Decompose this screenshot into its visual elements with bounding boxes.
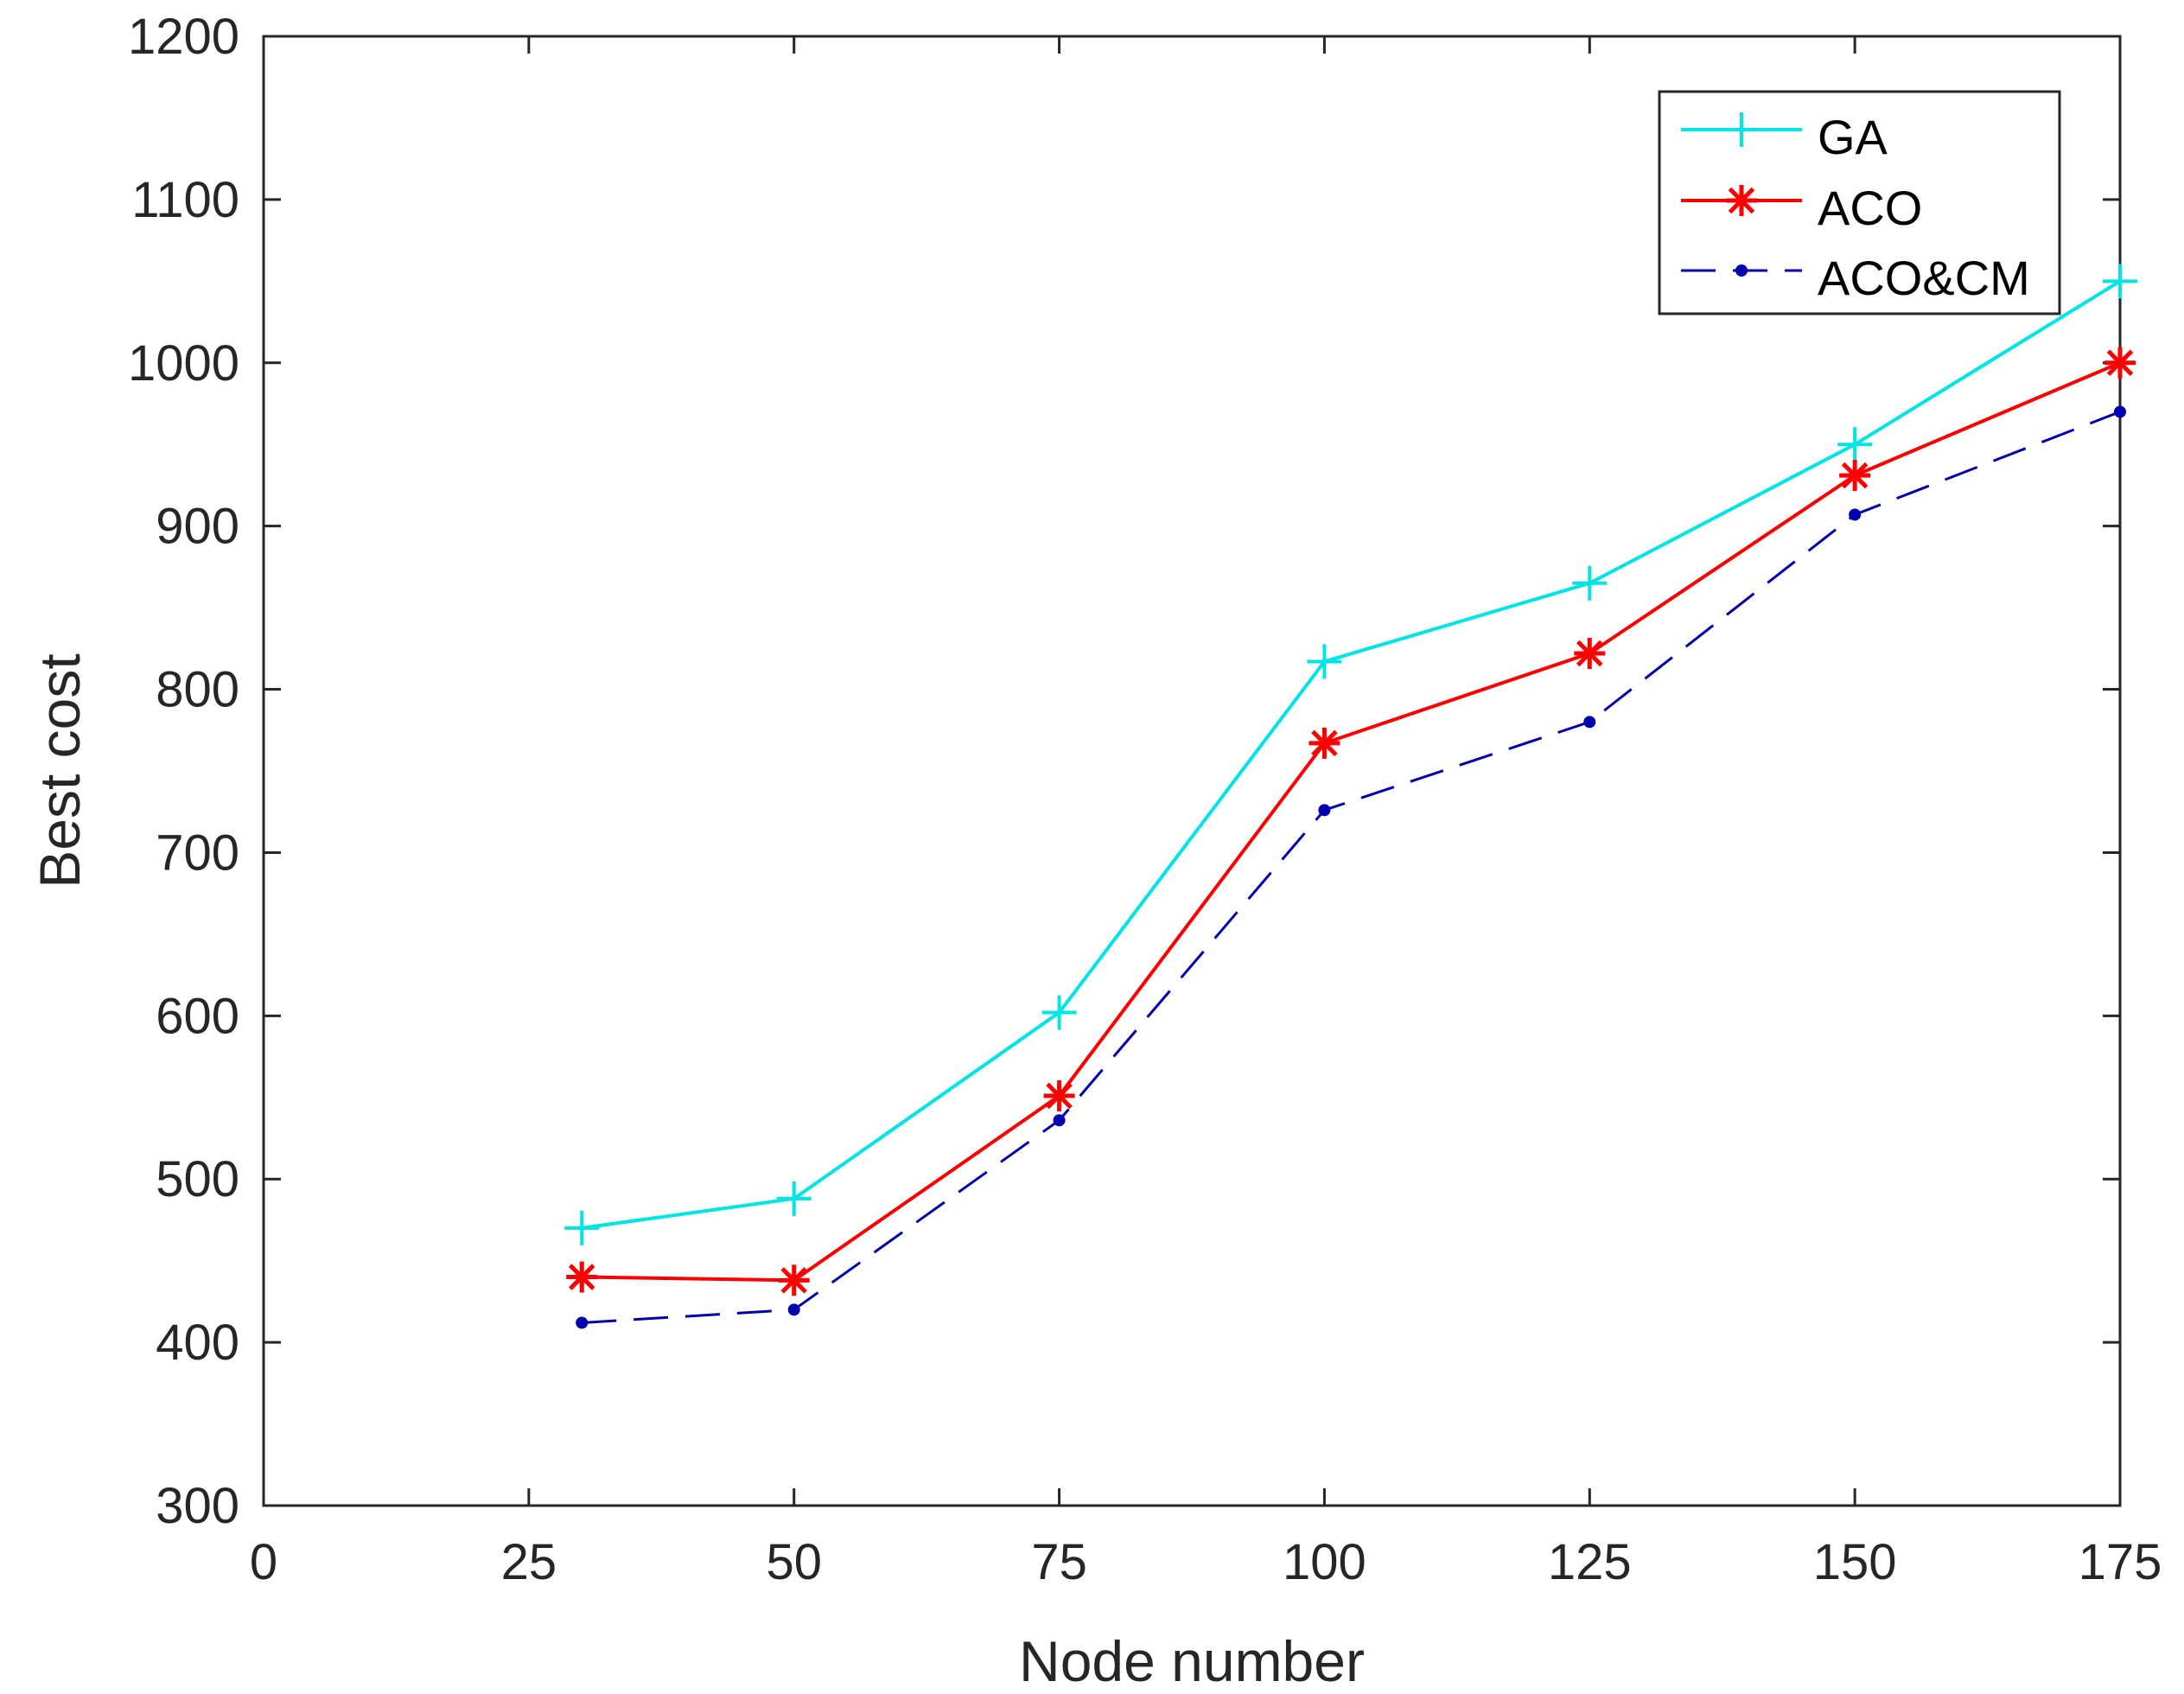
- point-ga-100: [1307, 644, 1342, 679]
- x-tick-label-75: 75: [1031, 1534, 1087, 1590]
- point-aco-cm-75-dot: [1053, 1114, 1066, 1127]
- x-tick-label-25: 25: [501, 1534, 557, 1590]
- x-axis-title: Node number: [1019, 1629, 1365, 1693]
- point-ga-150: [1837, 427, 1873, 462]
- point-aco-cm-125: [1583, 716, 1596, 729]
- point-aco-125: [1574, 638, 1606, 669]
- point-aco-cm-75: [1053, 1114, 1066, 1127]
- point-aco-125-d2: [1576, 640, 1603, 667]
- x-tick-label-125: 125: [1548, 1534, 1632, 1590]
- point-ga-175: [2103, 264, 2137, 299]
- x-tick-label-0: 0: [250, 1534, 277, 1590]
- point-aco-50: [778, 1264, 810, 1296]
- point-aco-cm-125-dot: [1583, 716, 1596, 729]
- point-aco-cm-50-dot: [787, 1303, 800, 1316]
- x-tick-label-100: 100: [1283, 1534, 1366, 1590]
- legend-label-aco: ACO: [1818, 181, 1922, 235]
- point-aco-30-d2: [568, 1264, 595, 1290]
- series-aco: [566, 347, 2136, 1296]
- legend-marker-ga: [1724, 112, 1759, 147]
- y-tick-label-600: 600: [156, 988, 239, 1044]
- legend-marker-aco-cm: [1735, 264, 1748, 277]
- y-tick-label-1100: 1100: [131, 172, 239, 228]
- legend-marker-aco-d2: [1728, 187, 1755, 214]
- point-aco-50-d2: [780, 1267, 807, 1294]
- y-tick-label-500: 500: [156, 1151, 239, 1207]
- legend: GA ACO ACO&CM: [1658, 90, 2061, 315]
- point-aco-175: [2104, 347, 2136, 379]
- point-aco-100-d2: [1311, 729, 1338, 757]
- point-ga-50: [776, 1181, 812, 1216]
- y-tick-label-400: 400: [156, 1315, 239, 1371]
- series-aco-cm: [576, 405, 2126, 1329]
- point-aco-150-d2: [1841, 462, 1869, 489]
- x-tick-label-150: 150: [1813, 1534, 1897, 1590]
- x-tick-label-175: 175: [2079, 1534, 2162, 1590]
- legend-label-aco-cm: ACO&CM: [1818, 251, 2030, 305]
- point-aco-cm-175-dot: [2114, 405, 2126, 418]
- y-tick-label-1000: 1000: [128, 335, 239, 392]
- x-tick-label-50: 50: [766, 1534, 822, 1590]
- point-aco-cm-150: [1849, 508, 1862, 521]
- point-aco-175-d2: [2106, 349, 2134, 377]
- y-axis-title: Best cost: [28, 653, 92, 888]
- y-tick-label-800: 800: [156, 662, 239, 718]
- point-aco-30: [566, 1261, 598, 1293]
- point-aco-75: [1043, 1079, 1075, 1111]
- legend-label-ga: GA: [1818, 110, 1888, 164]
- legend-marker-aco-cm-dot: [1735, 264, 1748, 277]
- point-aco-75-d2: [1046, 1082, 1073, 1110]
- point-aco-cm-30-dot: [576, 1316, 589, 1329]
- series-layer: [564, 264, 2137, 1329]
- point-aco-150: [1839, 460, 1871, 492]
- point-aco-cm-30: [576, 1316, 589, 1329]
- point-ga-75: [1041, 995, 1077, 1030]
- y-tick-label-300: 300: [156, 1478, 239, 1534]
- y-tick-label-1200: 1200: [128, 9, 239, 65]
- point-aco-cm-100: [1318, 804, 1331, 817]
- axes: 0 25 50 75 100 125 150 175 300 400 500 600 700 800 900…: [128, 9, 2162, 1590]
- point-aco-cm-175: [2114, 405, 2126, 418]
- legend-marker-aco: [1726, 185, 1757, 216]
- y-tick-label-700: 700: [156, 825, 239, 881]
- point-ga-125: [1572, 565, 1608, 601]
- series-ga: [564, 264, 2137, 1245]
- y-tick-label-900: 900: [156, 499, 239, 555]
- point-aco-cm-150-dot: [1849, 508, 1862, 521]
- point-aco-100: [1308, 727, 1340, 759]
- point-aco-cm-100-dot: [1318, 804, 1331, 817]
- point-ga-30: [564, 1210, 600, 1245]
- point-aco-cm-50: [787, 1303, 800, 1316]
